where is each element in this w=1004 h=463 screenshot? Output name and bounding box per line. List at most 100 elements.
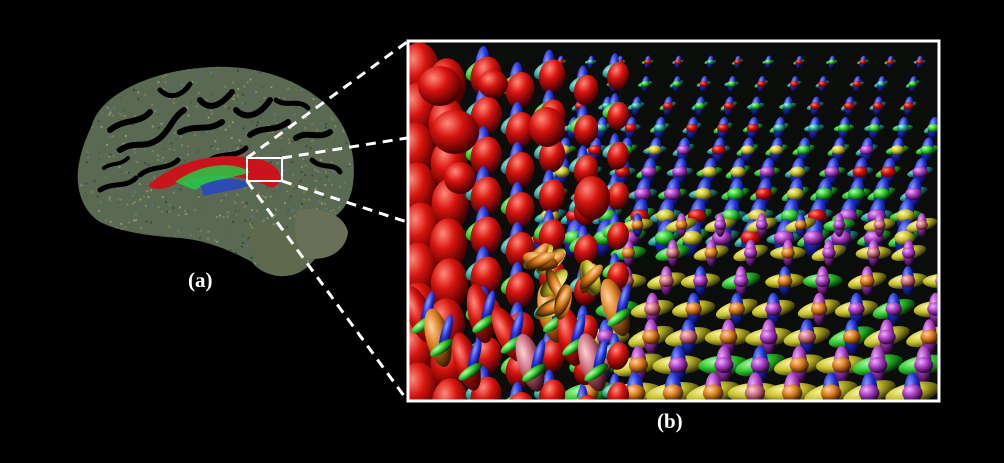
fiber-voxel (300, 166, 303, 169)
fiber-voxel (109, 220, 112, 223)
tensor-glyph-core (607, 62, 629, 90)
fiber-voxel (170, 142, 173, 145)
tensor-glyph-core (777, 274, 793, 288)
fiber-voxel (250, 76, 253, 79)
fiber-voxel (122, 109, 125, 112)
fiber-voxel (197, 195, 200, 198)
tensor-glyph-sphere (431, 378, 469, 400)
tensor-glyph-core (704, 247, 718, 259)
fiber-voxel (81, 91, 84, 94)
fiber-voxel (304, 84, 307, 87)
fiber-voxel (138, 67, 141, 70)
fiber-voxel (237, 69, 239, 72)
tensor-glyph-core (699, 80, 709, 88)
fiber-voxel (331, 118, 334, 121)
fiber-voxel (325, 128, 328, 131)
fiber-voxel (119, 171, 122, 173)
tensor-glyph-core (876, 80, 886, 88)
fiber-voxel (290, 80, 293, 83)
fiber-voxel (321, 270, 324, 273)
fiber-voxel (131, 123, 134, 126)
fiber-voxel (82, 263, 85, 266)
fiber-voxel (157, 126, 160, 129)
fiber-voxel (229, 249, 232, 251)
tensor-glyph-core (852, 166, 868, 178)
tensor-glyph-core (743, 247, 758, 259)
fiber-voxel (172, 253, 174, 256)
fiber-voxel (302, 80, 304, 83)
fiber-voxel (271, 130, 274, 133)
tensor-glyph-core (711, 230, 733, 246)
fiber-voxel (207, 237, 209, 240)
tensor-glyph-core (672, 80, 681, 88)
tensor-glyph-sphere (430, 258, 469, 310)
fiber-voxel (110, 150, 113, 153)
fiber-voxel (311, 140, 314, 142)
fiber-voxel (98, 232, 101, 235)
fiber-voxel (334, 125, 337, 128)
tensor-glyph-core (764, 59, 772, 65)
tensor-glyph-core (470, 176, 502, 216)
fiber-voxel (287, 87, 290, 90)
fiber-voxel (273, 113, 276, 116)
fiber-voxel (226, 225, 229, 228)
tensor-glyph-core (607, 342, 629, 370)
tensor-glyphs (409, 42, 938, 400)
fiber-voxel (123, 269, 126, 272)
fiber-voxel (87, 257, 90, 260)
fiber-voxel (179, 188, 182, 191)
fiber-voxel (200, 251, 202, 254)
tensor-glyph-core (538, 379, 566, 400)
fiber-voxel (180, 259, 183, 261)
fiber-voxel (162, 156, 165, 159)
fiber-voxel (163, 275, 166, 277)
fiber-voxel (244, 205, 247, 208)
fiber-voxel (97, 151, 100, 154)
fiber-voxel (172, 151, 175, 153)
tensor-glyph-core (859, 145, 874, 155)
tensor-glyph-core (595, 123, 608, 133)
fiber-voxel (276, 225, 279, 228)
fiber-voxel (168, 204, 171, 206)
fiber-voxel (214, 261, 217, 264)
fiber-voxel (84, 192, 87, 195)
tensor-glyph-core (798, 329, 816, 345)
fiber-voxel (145, 248, 148, 251)
fiber-voxel (346, 158, 349, 161)
tensor-glyph-core (886, 59, 894, 65)
fiber-voxel (185, 213, 188, 216)
fiber-voxel (257, 183, 259, 186)
fiber-voxel (127, 188, 130, 191)
fiber-voxel (315, 77, 318, 80)
tensor-glyph-core (786, 187, 804, 201)
fiber-voxel (221, 258, 224, 261)
fiber-voxel (133, 148, 136, 151)
fiber-voxel (348, 163, 351, 166)
fiber-voxel (120, 222, 123, 225)
fiber-voxel (240, 245, 243, 248)
fiber-voxel (308, 147, 311, 150)
fiber-voxel (128, 272, 131, 275)
tensor-glyph-core (765, 302, 782, 316)
tensor-glyph-core (794, 220, 807, 230)
fiber-voxel (109, 135, 112, 138)
fiber-voxel (142, 205, 144, 208)
fiber-voxel (333, 108, 336, 111)
fiber-voxel (244, 187, 247, 190)
fiber-voxel (325, 207, 328, 210)
fiber-voxel (181, 83, 184, 86)
fiber-voxel (168, 102, 171, 104)
fiber-voxel (108, 155, 111, 158)
fiber-voxel (354, 80, 356, 82)
fiber-voxel (127, 244, 130, 247)
fiber-voxel (210, 249, 213, 252)
fiber-voxel (88, 84, 91, 87)
tensor-glyph-core (896, 123, 909, 133)
fiber-voxel (245, 267, 248, 270)
fiber-voxel (194, 134, 197, 137)
fiber-voxel (303, 191, 306, 194)
fiber-voxel (138, 108, 141, 111)
tensor-glyph-core (538, 179, 566, 213)
fiber-voxel (281, 150, 284, 153)
fiber-voxel (85, 195, 88, 198)
